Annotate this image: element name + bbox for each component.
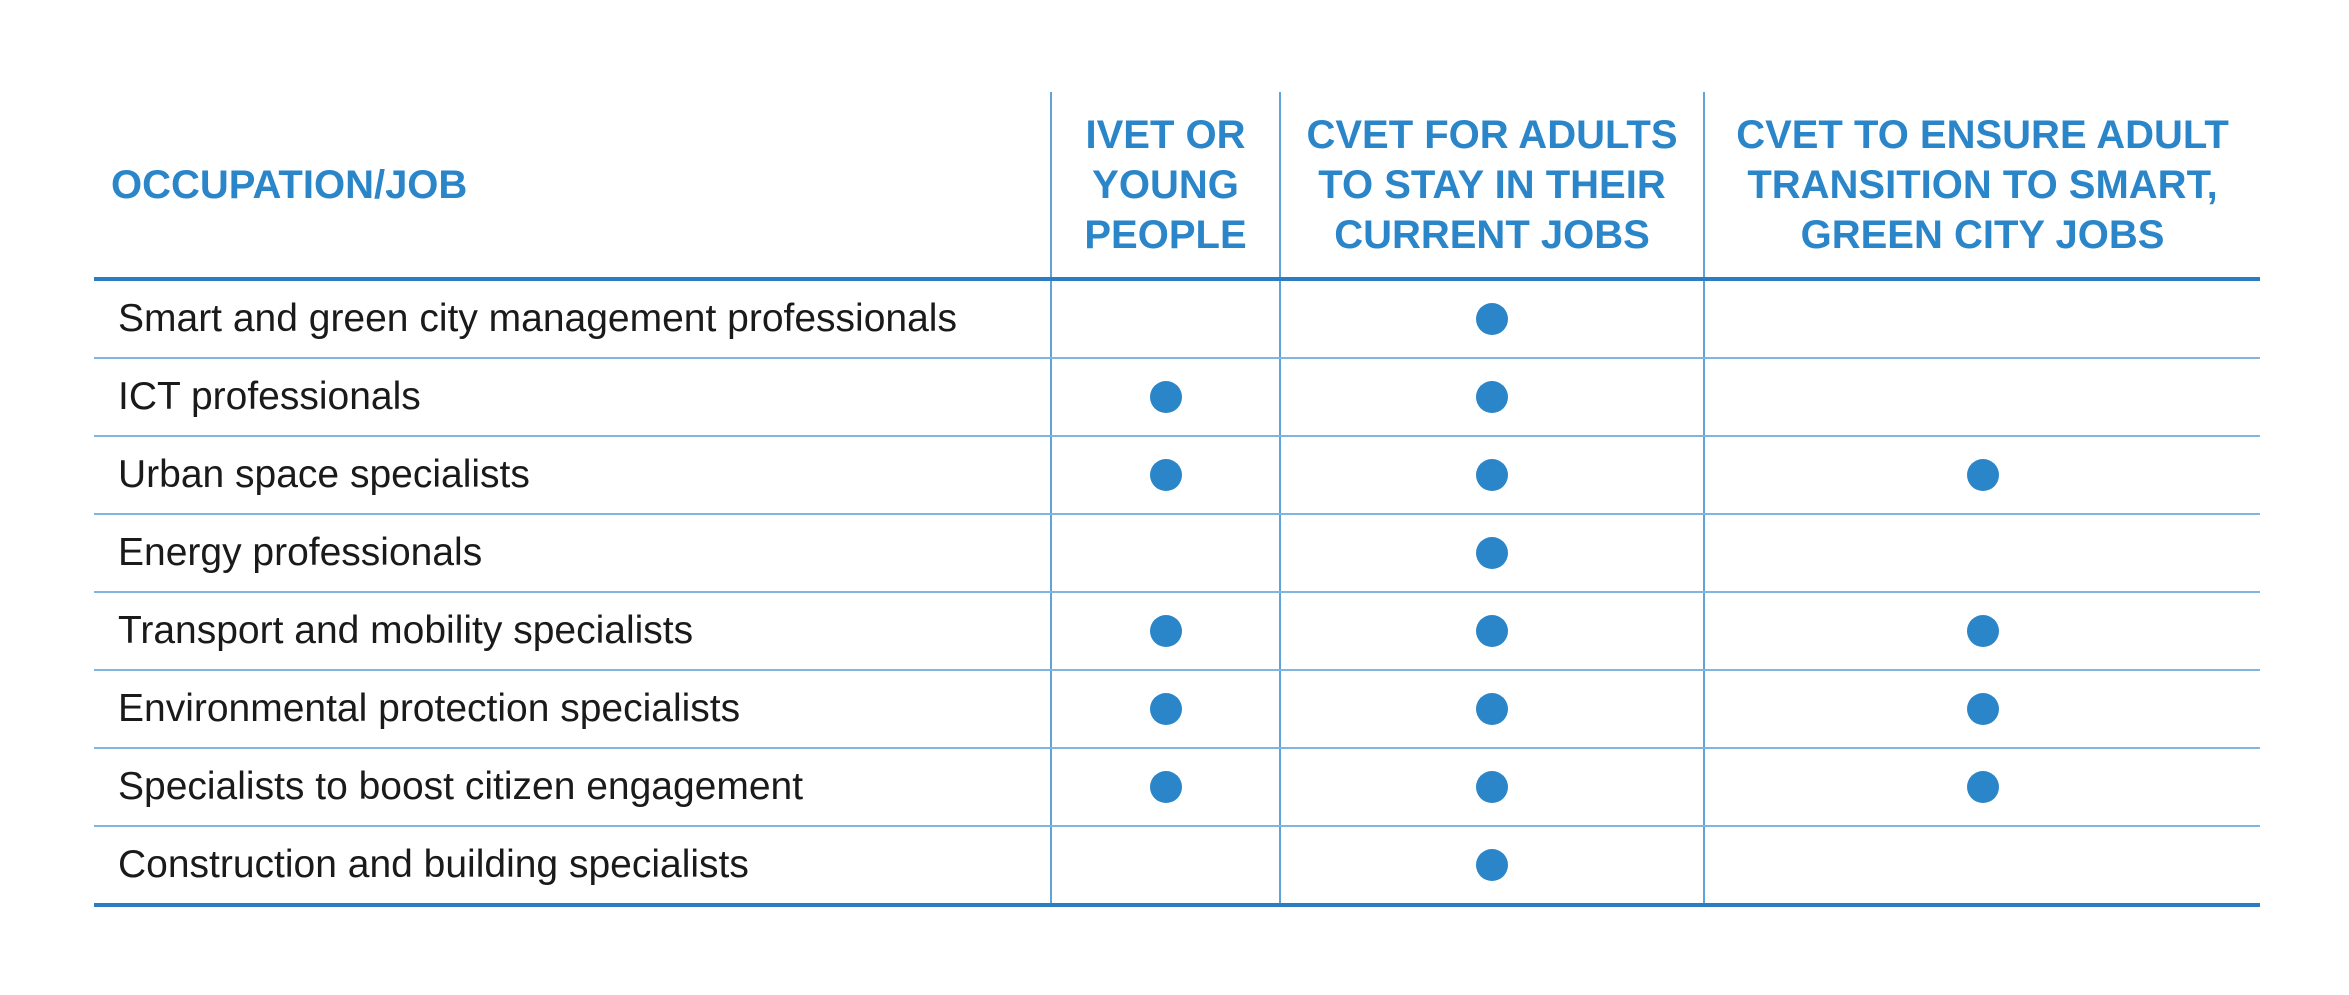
mark-cell (1050, 826, 1280, 907)
filled-circle-icon (1149, 459, 1182, 491)
table-body: Smart and green city management professi… (94, 279, 2260, 907)
filled-circle-icon (1476, 537, 1508, 569)
mark-cell (1279, 592, 1704, 671)
occupation-cell: Energy professionals (94, 514, 1051, 593)
filled-circle-icon (1476, 303, 1508, 335)
filled-circle-icon (1476, 381, 1508, 413)
filled-circle-icon (1476, 849, 1508, 881)
header-line: TO STAY IN THEIR (1318, 162, 1666, 207)
mark-cell (1703, 514, 2260, 593)
filled-circle-icon (1966, 771, 1999, 803)
header-row: OCCUPATION/JOB IVET OR YOUNG PEOPLE CVET… (94, 92, 2260, 281)
mark-cell (1279, 358, 1704, 437)
header-line: CVET FOR ADULTS (1306, 112, 1678, 157)
mark-cell (1279, 514, 1704, 593)
occupation-cell: Urban space specialists (94, 436, 1051, 515)
filled-circle-icon (1966, 693, 1999, 725)
header-occupation: OCCUPATION/JOB (94, 92, 1051, 281)
mark-cell (1050, 748, 1280, 827)
mark-cell (1279, 748, 1704, 827)
header-cvet-transition: CVET TO ENSURE ADULT TRANSITION TO SMART… (1703, 92, 2260, 281)
mark-cell (1050, 592, 1280, 671)
filled-circle-icon (1476, 459, 1508, 491)
mark-cell (1050, 279, 1280, 359)
header-line: CVET TO ENSURE ADULT (1736, 112, 2229, 157)
mark-cell (1050, 670, 1280, 749)
mark-cell (1703, 358, 2260, 437)
filled-circle-icon (1966, 615, 1999, 647)
header-cvet-stay: CVET FOR ADULTS TO STAY IN THEIR CURRENT… (1279, 92, 1704, 281)
mark-cell (1279, 279, 1704, 359)
filled-circle-icon (1966, 459, 1999, 491)
mark-cell (1050, 514, 1280, 593)
occupation-cell: Construction and building specialists (94, 826, 1051, 907)
mark-cell (1050, 436, 1280, 515)
mark-cell (1703, 592, 2260, 671)
table-row: ICT professionals (94, 358, 2260, 437)
table-row: Smart and green city management professi… (94, 279, 2260, 359)
occupation-training-table: OCCUPATION/JOB IVET OR YOUNG PEOPLE CVET… (94, 92, 2260, 907)
table-row: Specialists to boost citizen engagement (94, 748, 2260, 827)
table-row: Urban space specialists (94, 436, 2260, 515)
mark-cell (1279, 436, 1704, 515)
filled-circle-icon (1149, 381, 1182, 413)
table-row: Energy professionals (94, 514, 2260, 593)
mark-cell (1703, 826, 2260, 907)
table-row: Transport and mobility specialists (94, 592, 2260, 671)
header-line: GREEN CITY JOBS (1800, 212, 2165, 257)
header-line: OCCUPATION/JOB (111, 162, 468, 207)
filled-circle-icon (1149, 615, 1182, 647)
filled-circle-icon (1476, 615, 1508, 647)
filled-circle-icon (1476, 693, 1508, 725)
header-line: TRANSITION TO SMART, (1747, 162, 2218, 207)
filled-circle-icon (1149, 771, 1182, 803)
table-row: Environmental protection specialists (94, 670, 2260, 749)
mark-cell (1703, 279, 2260, 359)
mark-cell (1279, 826, 1704, 907)
header-line: IVET OR (1085, 112, 1246, 157)
mark-cell (1279, 670, 1704, 749)
header-line: YOUNG (1092, 162, 1239, 207)
header-line: CURRENT JOBS (1334, 212, 1650, 257)
filled-circle-icon (1476, 771, 1508, 803)
mark-cell (1050, 358, 1280, 437)
mark-cell (1703, 436, 2260, 515)
mark-cell (1703, 748, 2260, 827)
occupation-cell: Environmental protection specialists (94, 670, 1051, 749)
table-row: Construction and building specialists (94, 826, 2260, 907)
header-line: PEOPLE (1084, 212, 1247, 257)
header-ivet: IVET OR YOUNG PEOPLE (1050, 92, 1280, 281)
occupation-cell: Specialists to boost citizen engagement (94, 748, 1051, 827)
mark-cell (1703, 670, 2260, 749)
occupation-cell: Transport and mobility specialists (94, 592, 1051, 671)
occupation-cell: Smart and green city management professi… (94, 279, 1051, 359)
filled-circle-icon (1149, 693, 1182, 725)
occupation-cell: ICT professionals (94, 358, 1051, 437)
